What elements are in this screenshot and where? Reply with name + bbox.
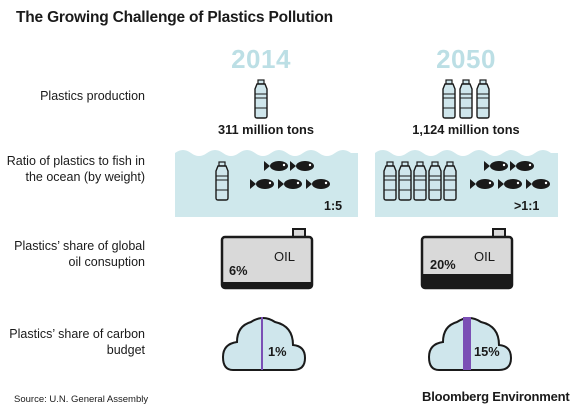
fish-icon — [278, 179, 302, 189]
carbon-cloud-2014 — [221, 317, 307, 371]
carbon-cloud-2050 — [427, 317, 513, 371]
bottle-icon — [443, 161, 457, 201]
oil-share-2050: 20% — [430, 257, 456, 272]
production-bottles-2014 — [254, 79, 268, 119]
oil-label-2014: OIL — [274, 249, 295, 264]
bottle-icon — [428, 161, 442, 201]
fish-icon — [290, 161, 314, 171]
chart-title: The Growing Challenge of Plastics Pollut… — [16, 9, 333, 26]
oil-label-2050: OIL — [474, 249, 495, 264]
carbon-row-label: Plastics’ share of carbon budget — [9, 327, 145, 357]
fish-icon — [264, 161, 288, 171]
bottle-icon — [459, 79, 473, 119]
ocean-panel-2050 — [375, 150, 558, 217]
fish-icon — [498, 179, 522, 189]
oil-share-2014: 6% — [229, 263, 248, 278]
bottle-icon — [254, 79, 268, 119]
carbon-share-2050: 15% — [474, 344, 500, 359]
bottle-icon — [476, 79, 490, 119]
ocean-panel-2014 — [175, 150, 358, 217]
ratio-value-2050: >1:1 — [514, 199, 540, 213]
oil-drum-2014 — [220, 228, 314, 290]
fish-icon — [484, 161, 508, 171]
production-amount-2014: 311 million tons — [217, 122, 314, 137]
fish-icon — [526, 179, 550, 189]
production-bottles-2050 — [442, 79, 490, 119]
production-amount-2050: 1,124 million tons — [412, 122, 520, 137]
fish-icon — [306, 179, 330, 189]
bottle-icon — [398, 161, 412, 201]
year-2014-header: 2014 — [231, 44, 291, 74]
source-note: Source: U.N. General Assembly — [14, 394, 149, 405]
carbon-share-2014: 1% — [268, 344, 287, 359]
ratio-row-label: Ratio of plastics to fish in the ocean (… — [6, 154, 145, 184]
fish-icon — [510, 161, 534, 171]
production-row-label: Plastics production — [40, 89, 145, 103]
bottle-icon — [215, 161, 229, 201]
oil-row-label: Plastics’ share of global oil consuption — [14, 239, 145, 269]
brand-logo: Bloomberg Environment — [422, 389, 570, 404]
oil-drum-2050 — [420, 228, 514, 290]
ratio-value-2014: 1:5 — [324, 199, 343, 213]
fish-icon — [470, 179, 494, 189]
fish-icon — [250, 179, 274, 189]
bottle-icon — [383, 161, 397, 201]
bottle-icon — [413, 161, 427, 201]
bottle-icon — [442, 79, 456, 119]
year-2050-header: 2050 — [436, 44, 496, 74]
